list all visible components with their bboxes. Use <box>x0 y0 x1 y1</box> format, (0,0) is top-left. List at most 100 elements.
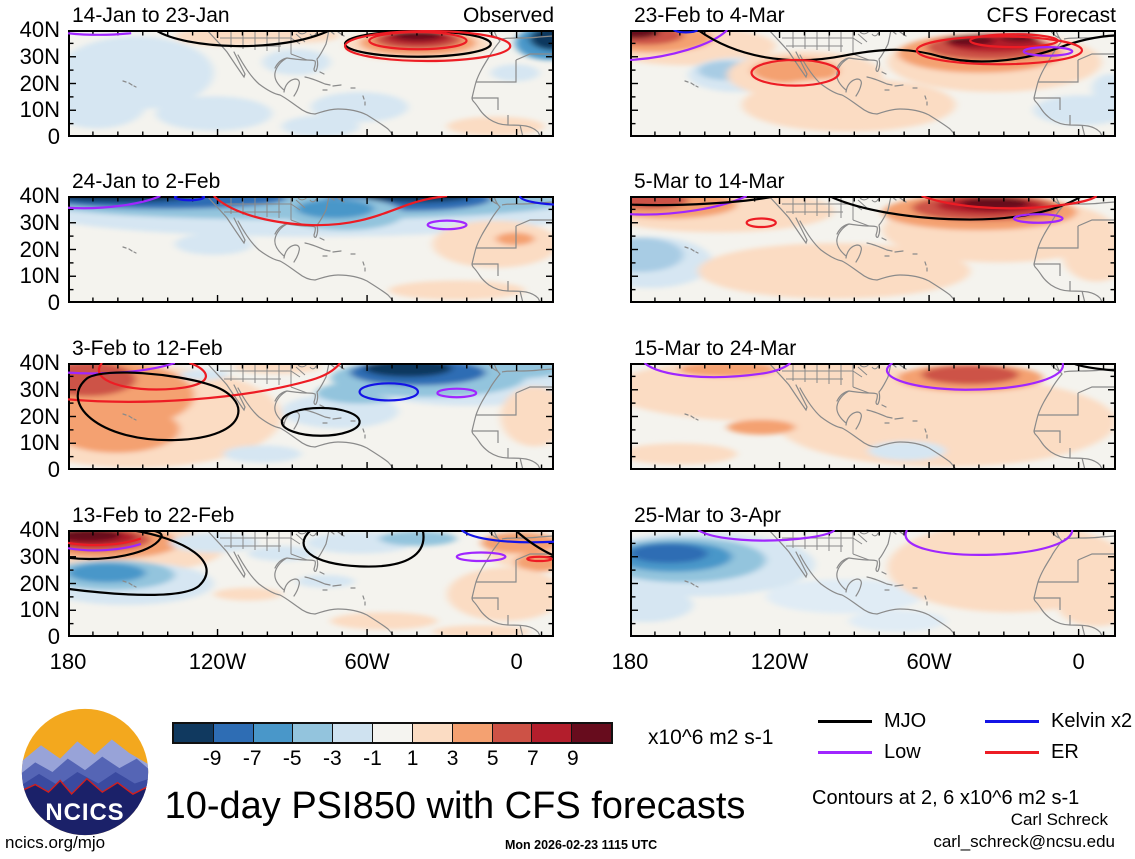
map-plot <box>630 530 1116 637</box>
y-axis-label: 40N <box>19 17 60 42</box>
map-svg <box>68 363 554 470</box>
colorbar-units-label: x10^6 m2 s-1 <box>648 726 774 749</box>
colorbar-tick-label: 5 <box>486 747 499 770</box>
y-axis-label: 0 <box>47 124 60 149</box>
map-plot <box>68 363 554 470</box>
contour-note: Contours at 2, 6 x10^6 m2 s-1 <box>812 787 1080 809</box>
colorbar-segment <box>253 724 294 742</box>
y-axis-label: 20N <box>19 570 60 596</box>
site-link[interactable]: ncics.org/mjo <box>5 833 106 852</box>
contour-line <box>280 406 361 437</box>
panel-title: 14-Jan to 23-Jan <box>72 4 230 27</box>
contour-line <box>68 33 131 35</box>
legend-item-low: Low <box>818 741 921 764</box>
contour-line <box>155 30 330 46</box>
legend-item-mjo: MJO <box>818 710 926 733</box>
map-plot <box>68 30 554 137</box>
y-axis-label: 20N <box>19 403 60 429</box>
contour-line <box>630 196 747 215</box>
colorbar-segment <box>293 724 334 742</box>
ncics-logo: NCICS <box>21 708 149 836</box>
contour-line <box>68 539 141 546</box>
y-axis-label: 10N <box>19 430 60 456</box>
map-svg <box>630 30 1116 137</box>
contour-line <box>520 196 554 205</box>
colorbar-tick-label: 7 <box>526 747 539 770</box>
map-plot <box>630 30 1116 137</box>
y-axis-label: 20N <box>19 70 60 96</box>
x-axis-label: 120W <box>188 649 247 674</box>
legend-label-low: Low <box>884 741 921 763</box>
contour-line <box>698 530 834 541</box>
contour-line <box>745 217 777 229</box>
colorbar-segment <box>572 724 611 742</box>
y-axis-label: 0 <box>47 457 60 482</box>
contour-line <box>515 530 554 556</box>
x-axis-label: 180 <box>49 649 87 674</box>
y-axis-label: 10N <box>19 263 60 289</box>
map-svg <box>68 30 554 137</box>
map-plot <box>68 196 554 303</box>
colorbar-tick-label: -7 <box>242 747 262 770</box>
map-svg <box>68 530 554 637</box>
legend-line-low <box>818 751 872 754</box>
contour-line <box>99 363 206 390</box>
y-axis-label: 30N <box>19 376 60 402</box>
contour-line <box>887 363 1063 390</box>
contour-line <box>674 30 698 32</box>
contour-line <box>68 530 207 595</box>
contour-line <box>436 387 478 399</box>
contour-line <box>358 382 420 402</box>
y-axis-label: 30N <box>19 209 60 235</box>
timestamp: Mon 2026-02-23 1115 UTC <box>505 838 658 852</box>
contour-line <box>630 30 727 60</box>
y-axis-label: 40N <box>19 350 60 375</box>
panel-title: 25-Mar to 3-Apr <box>634 504 782 527</box>
contour-line <box>630 196 776 205</box>
contour-line <box>68 530 162 559</box>
x-axis-label: 180 <box>611 649 649 674</box>
logo-text: NCICS <box>45 799 124 826</box>
x-axis-label: 60W <box>906 649 952 674</box>
contour-line <box>78 372 239 440</box>
colorbar-segment <box>412 724 453 742</box>
credit-email: carl_schreck@ncsu.edu <box>933 832 1115 851</box>
colorbar-tick-label: -5 <box>282 747 302 770</box>
y-axis-label: 40N <box>19 517 60 542</box>
contour-line <box>526 555 553 563</box>
contour-line <box>969 33 1059 49</box>
legend-label-er: ER <box>1051 741 1079 763</box>
contour-line <box>906 530 1073 555</box>
legend-item-er: ER <box>985 741 1079 764</box>
y-axis-label: 30N <box>19 543 60 569</box>
colorbar-segment <box>174 724 214 742</box>
contour-line <box>750 58 841 87</box>
contour-line <box>462 530 554 542</box>
figure-title: 10-day PSI850 with CFS forecasts <box>164 785 746 827</box>
colorbar-segment <box>492 724 533 742</box>
panel-title: 24-Jan to 2-Feb <box>72 170 221 193</box>
contour-line <box>829 196 1082 220</box>
colorbar-tick-label: -9 <box>202 747 222 770</box>
contour-line <box>304 530 424 567</box>
logo-base <box>21 779 149 836</box>
contour-line <box>426 219 468 231</box>
panel-title: 5-Mar to 14-Mar <box>634 170 785 193</box>
colorbar-tick-label: 1 <box>406 747 419 770</box>
legend-label-kelvin-x2: Kelvin x2 <box>1051 710 1133 732</box>
panel-title: 15-Mar to 24-Mar <box>634 337 797 360</box>
legend-label-mjo: MJO <box>884 710 927 732</box>
panel-title: 23-Feb to 4-Mar <box>634 4 785 27</box>
contour-line <box>343 30 512 63</box>
colorbar-tick-label: 9 <box>567 747 579 770</box>
legend-item-kelvin-x2: Kelvin x2 <box>985 710 1132 733</box>
colorbar <box>172 722 613 744</box>
y-axis-label: 10N <box>19 597 60 623</box>
panel-title: 13-Feb to 22-Feb <box>72 504 235 527</box>
map-plot <box>68 530 554 637</box>
panel-annotation: Observed <box>462 4 554 27</box>
legend-line-er <box>985 751 1039 754</box>
y-axis-label: 10N <box>19 97 60 123</box>
panels-grid: 14-Jan to 23-Jan Observed 40N 30N 20N 10N 0 23-… <box>19 4 1116 674</box>
